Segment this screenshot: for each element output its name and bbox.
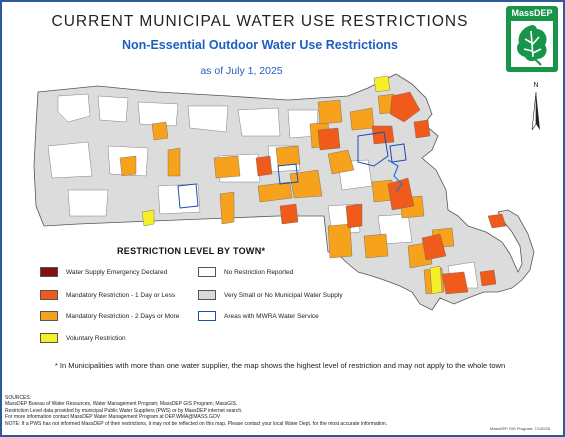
legend-swatch [198,311,216,321]
legend-swatch [198,290,216,300]
massdep-logo: MassDEP [506,6,558,72]
sources-block: SOURCES: MassDEP Bureau of Water Resourc… [5,395,555,427]
massachusetts-map [33,73,535,311]
footnote: * In Municipalities with more than one w… [54,361,506,370]
legend-swatch [40,311,58,321]
as-of-date: as of July 1, 2025 [200,65,283,77]
north-label: N [533,82,539,89]
logo-text: MassDEP [511,8,553,18]
legend-label: Areas with MWRA Water Service [224,313,319,320]
legend-label: Very Small or No Municipal Water Supply [224,292,343,299]
legend-swatch [198,267,216,277]
legend-label: Voluntary Restriction [66,335,126,342]
legend-title: RESTRICTION LEVEL BY TOWN* [117,246,266,256]
sources-line: SOURCES: [5,395,32,401]
legend-swatch [40,333,58,343]
legend-label: Mandatory Restriction - 1 Day or Less [66,292,176,299]
map-title: CURRENT MUNICIPAL WATER USE RESTRICTIONS [51,13,469,30]
legend-swatch [40,290,58,300]
gis-credit: MassDEP GIS Program: 7/1/2025 [490,426,550,431]
sources-line: Restriction Level data provided by munic… [5,407,243,414]
legend-swatch [40,267,58,277]
sources-line: MassDEP Bureau of Water Resources, Water… [5,401,238,408]
legend-label: Mandatory Restriction - 2 Days or More [66,313,180,320]
sources-line: NOTE: If a PWS has not informed MassDEP … [5,420,388,427]
oak-leaf-icon [511,21,553,67]
sources-line: For more information contact MassDEP Wat… [5,414,221,421]
legend-label: No Restriction Reported [224,269,294,276]
map-subtitle: Non-Essential Outdoor Water Use Restrict… [122,38,398,52]
legend-label: Water Supply Emergency Declared [66,269,168,276]
north-arrow: N [526,82,546,142]
